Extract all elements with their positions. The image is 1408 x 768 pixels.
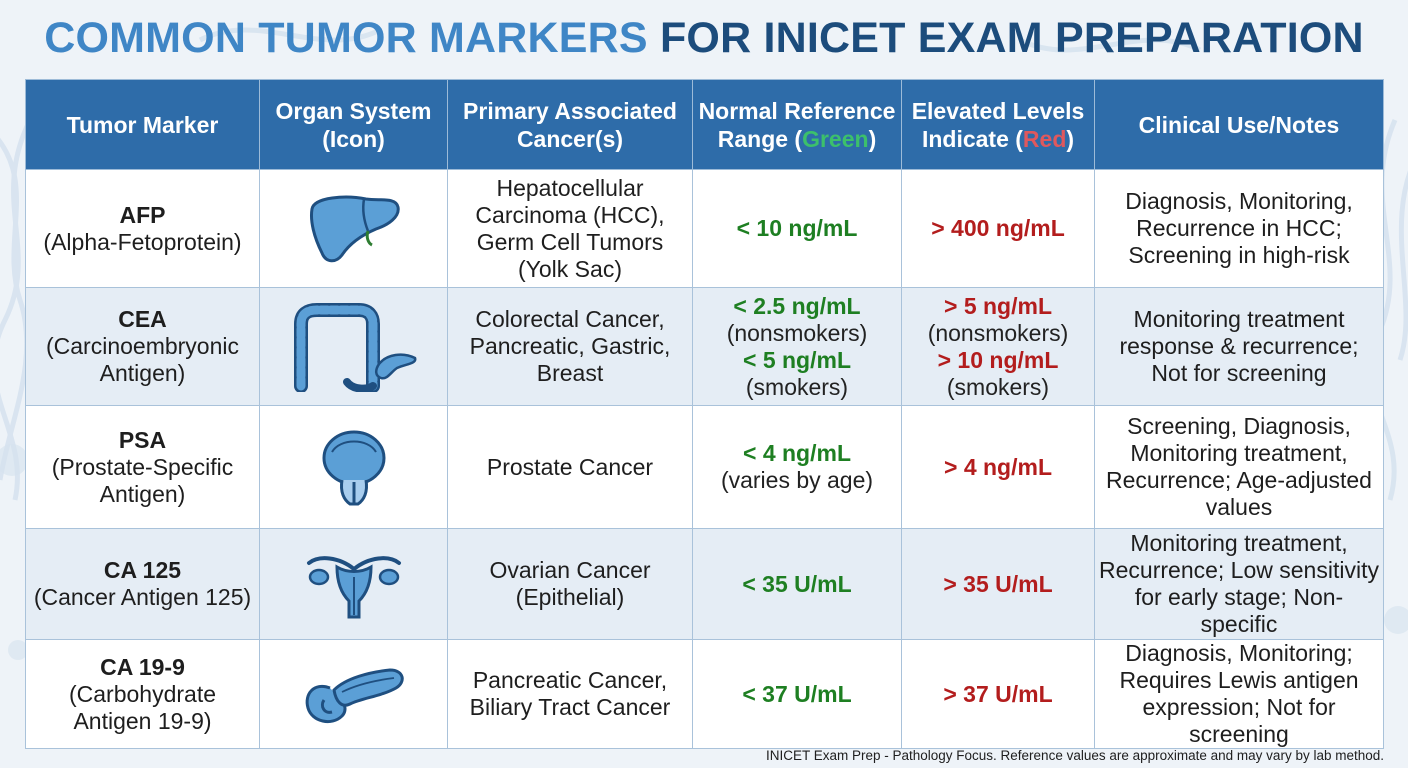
normal-range-cell: < 35 U/mL	[692, 528, 902, 640]
marker-abbr: PSA	[118, 426, 167, 453]
table-row-ca125: CA 125 (Cancer Antigen 125) Ovarian Canc…	[25, 528, 1384, 640]
normal-value-note: (nonsmokers)	[726, 319, 868, 346]
normal-value: < 35 U/mL	[742, 570, 852, 597]
marker-abbr: CA 19-9	[100, 653, 185, 680]
uterus-ovaries-icon	[306, 556, 401, 619]
table-header-row: Tumor Marker Organ System (Icon) Primary …	[25, 79, 1384, 170]
marker-full-name: (Prostate-Specific	[51, 453, 234, 480]
page-title: COMMON TUMOR MARKERS FOR INICET EXAM PRE…	[0, 14, 1408, 63]
cancer-cell: Hepatocellular Carcinoma (HCC), Germ Cel…	[447, 169, 693, 288]
table-row-psa: PSA (Prostate-Specific Antigen) Prostate…	[25, 405, 1384, 529]
header-organ-system: Organ System (Icon)	[259, 79, 448, 170]
elevated-level-cell: > 4 ng/mL	[901, 405, 1095, 529]
pancreas-icon	[305, 668, 404, 724]
clinical-notes-cell: Monitoring treatment, Recurrence; Low se…	[1094, 528, 1384, 640]
table-row-afp: AFP (Alpha-Fetoprotein) Hepatocellular C…	[25, 169, 1384, 288]
organ-cell	[259, 169, 448, 288]
green-legend-word: Green	[802, 125, 869, 152]
marker-abbr: AFP	[119, 201, 166, 228]
marker-full-name: (Cancer Antigen 125)	[33, 584, 252, 610]
tumor-markers-table: Tumor Marker Organ System (Icon) Primary …	[25, 79, 1384, 749]
title-part-1: COMMON TUMOR MARKERS	[44, 14, 648, 62]
elevated-level-cell: > 400 ng/mL	[901, 169, 1095, 288]
elevated-value: > 35 U/mL	[943, 570, 1053, 597]
cancer-cell: Prostate Cancer	[447, 405, 693, 529]
normal-value-note: (varies by age)	[720, 467, 874, 493]
prostate-icon	[322, 430, 385, 506]
elevated-level-cell: > 5 ng/mL (nonsmokers) > 10 ng/mL (smoke…	[901, 287, 1095, 406]
normal-value: < 4 ng/mL	[743, 440, 851, 466]
header-primary-cancers: Primary Associated Cancer(s)	[447, 79, 693, 170]
marker-cell: PSA (Prostate-Specific Antigen)	[25, 405, 260, 529]
clinical-notes-cell: Diagnosis, Monitoring, Recurrence in HCC…	[1094, 169, 1384, 288]
normal-value: < 2.5 ng/mL	[733, 292, 861, 319]
elevated-value: > 37 U/mL	[943, 680, 1053, 707]
marker-full-name: (Carcinoembryonic	[45, 333, 239, 359]
marker-full-name: Antigen)	[99, 480, 186, 507]
marker-abbr: CA 125	[103, 557, 182, 583]
footer-note: INICET Exam Prep - Pathology Focus. Refe…	[765, 748, 1384, 763]
marker-full-name: (Alpha-Fetoprotein)	[43, 228, 242, 255]
table-row-ca19-9: CA 19-9 (Carbohydrate Antigen 19-9) Panc…	[25, 639, 1384, 749]
elevated-value-note: (smokers)	[946, 373, 1050, 400]
colon-pancreas-icon	[293, 302, 416, 392]
marker-cell: AFP (Alpha-Fetoprotein)	[25, 169, 260, 288]
marker-cell: CA 19-9 (Carbohydrate Antigen 19-9)	[25, 639, 260, 749]
marker-cell: CA 125 (Cancer Antigen 125)	[25, 528, 260, 640]
clinical-notes-cell: Monitoring treatment response & recurren…	[1094, 287, 1384, 406]
title-part-2: FOR INICET EXAM PREPARATION	[659, 14, 1364, 62]
marker-full-name: Antigen)	[99, 360, 186, 386]
table-row-cea: CEA (Carcinoembryonic Antigen) Colorecta…	[25, 287, 1384, 406]
elevated-level-cell: > 37 U/mL	[901, 639, 1095, 749]
normal-value: < 5 ng/mL	[743, 346, 851, 373]
cancer-cell: Colorectal Cancer, Pancreatic, Gastric, …	[447, 287, 693, 406]
normal-value-note: (smokers)	[745, 373, 849, 400]
normal-value: < 37 U/mL	[742, 680, 852, 707]
organ-cell	[259, 287, 448, 406]
normal-range-cell: < 10 ng/mL	[692, 169, 902, 288]
header-elevated-levels: Elevated Levels Indicate (Red)	[901, 79, 1095, 170]
clinical-notes-cell: Diagnosis, Monitoring; Requires Lewis an…	[1094, 639, 1384, 749]
header-normal-range: Normal Reference Range (Green)	[692, 79, 902, 170]
cancer-cell: Ovarian Cancer (Epithelial)	[447, 528, 693, 640]
red-legend-word: Red	[1022, 125, 1067, 152]
marker-cell: CEA (Carcinoembryonic Antigen)	[25, 287, 260, 406]
organ-cell	[259, 639, 448, 749]
normal-range-cell: < 4 ng/mL (varies by age)	[692, 405, 902, 529]
marker-full-name: (Carbohydrate	[68, 680, 217, 707]
organ-cell	[259, 528, 448, 640]
elevated-value: > 4 ng/mL	[944, 453, 1052, 480]
header-tumor-marker: Tumor Marker	[25, 79, 260, 170]
marker-full-name: Antigen 19-9)	[73, 707, 212, 734]
normal-range-cell: < 37 U/mL	[692, 639, 902, 749]
liver-icon	[309, 195, 400, 262]
header-clinical-notes: Clinical Use/Notes	[1094, 79, 1384, 170]
clinical-notes-cell: Screening, Diagnosis, Monitoring treatme…	[1094, 405, 1384, 529]
elevated-value: > 5 ng/mL	[944, 292, 1052, 319]
normal-range-cell: < 2.5 ng/mL (nonsmokers) < 5 ng/mL (smok…	[692, 287, 902, 406]
elevated-value: > 10 ng/mL	[937, 346, 1059, 373]
normal-value: < 10 ng/mL	[736, 215, 858, 241]
cancer-cell: Pancreatic Cancer, Biliary Tract Cancer	[447, 639, 693, 749]
marker-abbr: CEA	[118, 306, 167, 332]
organ-cell	[259, 405, 448, 529]
elevated-value-note: (nonsmokers)	[927, 319, 1069, 346]
elevated-value: > 400 ng/mL	[931, 215, 1065, 241]
elevated-level-cell: > 35 U/mL	[901, 528, 1095, 640]
